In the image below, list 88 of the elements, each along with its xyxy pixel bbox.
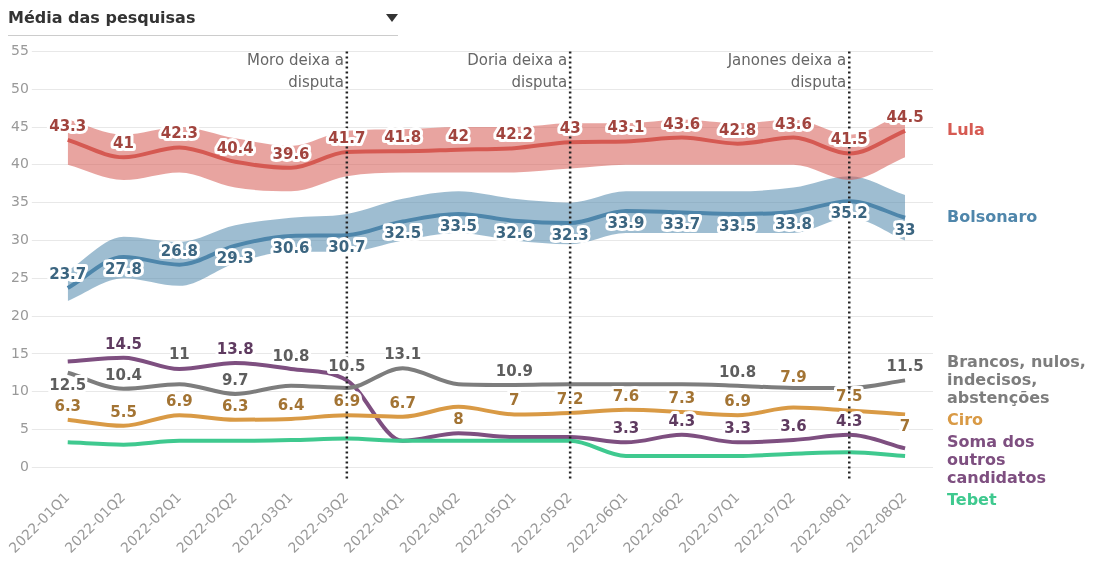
- data-label: 41: [113, 134, 134, 153]
- data-label: 6.9: [166, 392, 193, 411]
- text: Tebet: [947, 489, 997, 509]
- y-tick-label: 0: [19, 457, 29, 474]
- data-label: 12.5: [49, 375, 87, 394]
- data-label: 33.9: [607, 213, 645, 232]
- data-label: 13.1: [384, 345, 422, 364]
- data-label: 42: [448, 126, 469, 145]
- data-label: 43.1: [607, 118, 645, 137]
- chart-title: Média das pesquisas: [8, 8, 196, 27]
- data-label: 40.4: [216, 138, 254, 157]
- data-label: 23.7: [49, 264, 87, 283]
- data-label: 32.3: [551, 225, 589, 244]
- y-tick-label: 10: [10, 382, 29, 399]
- data-label: 42.8: [719, 120, 757, 139]
- data-label: 43: [559, 119, 581, 138]
- data-label: 7: [899, 417, 911, 436]
- text: Soma dos outros candidatos: [947, 431, 1047, 487]
- data-label: 6.3: [221, 396, 249, 415]
- data-label: 26.8: [160, 241, 198, 260]
- data-label: 27.8: [105, 259, 143, 278]
- data-label: 33: [894, 220, 916, 239]
- data-label: 6.9: [724, 392, 751, 411]
- data-label: 43.6: [774, 114, 812, 133]
- y-tick-label: 30: [10, 231, 29, 248]
- data-label: 42.2: [495, 125, 533, 144]
- data-label: 10.4: [105, 365, 143, 384]
- data-label: 7.3: [668, 389, 696, 408]
- y-tick-label: 45: [10, 117, 29, 134]
- data-label: 3.6: [780, 416, 807, 435]
- y-tick-label: 50: [10, 79, 29, 96]
- data-label: 10.8: [272, 346, 310, 365]
- data-label: 41.7: [328, 128, 366, 147]
- y-tick-label: 20: [10, 306, 29, 323]
- data-label: 4.3: [668, 411, 696, 430]
- data-label: 41.5: [830, 130, 868, 149]
- data-label: 13.8: [216, 339, 254, 358]
- text: Brancos, nulos, indecisos, abstenções: [947, 351, 1086, 407]
- data-label: 33.5: [439, 216, 477, 235]
- data-label: 6.4: [277, 395, 305, 414]
- data-label: 3.3: [612, 419, 640, 438]
- data-label: 6.3: [54, 396, 82, 415]
- data-label: 10.8: [719, 362, 757, 381]
- data-label: 30.7: [328, 238, 366, 257]
- data-label: 7.6: [612, 386, 640, 405]
- data-label: 7: [509, 391, 520, 410]
- y-tick-label: 40: [10, 155, 29, 172]
- ref-line-label: Janones deixa a disputa: [726, 51, 847, 92]
- data-label: 44.5: [886, 107, 924, 126]
- data-label: 29.3: [216, 248, 254, 267]
- data-label: 11.5: [886, 357, 924, 376]
- data-label: 32.6: [495, 223, 533, 242]
- data-label: 3.3: [724, 419, 751, 438]
- data-label: 30.6: [272, 238, 310, 257]
- data-label: 6.7: [389, 393, 416, 412]
- data-label: 14.5: [105, 334, 143, 353]
- data-label: 33.5: [719, 216, 757, 235]
- text: Bolsonaro: [947, 206, 1038, 226]
- data-label: 8: [453, 409, 464, 428]
- data-label: 39.6: [272, 144, 310, 163]
- data-label: 7.2: [556, 389, 584, 408]
- data-label: 42.3: [160, 124, 198, 143]
- data-label: 35.2: [830, 204, 868, 223]
- y-tick-label: 55: [10, 42, 29, 59]
- text: Ciro: [947, 409, 984, 429]
- y-tick-label: 15: [10, 344, 29, 361]
- line-series: [65, 436, 908, 458]
- data-label: 11: [168, 345, 190, 364]
- data-label: 7.9: [780, 368, 807, 387]
- data-label: 33.8: [774, 214, 812, 233]
- ref-line-label: Moro deixa a disputa: [246, 51, 344, 92]
- data-label: 10.5: [328, 356, 366, 375]
- data-label: 6.9: [333, 392, 361, 411]
- text: Lula: [947, 119, 985, 139]
- data-label: 5.5: [110, 402, 137, 421]
- data-label: 32.5: [384, 224, 422, 243]
- y-tick-label: 25: [10, 268, 29, 285]
- data-label: 7.5: [835, 387, 863, 406]
- y-tick-label: 35: [10, 193, 29, 210]
- data-label: 43.3: [49, 116, 87, 135]
- y-tick-label: 5: [19, 420, 29, 437]
- data-label: 33.7: [663, 215, 701, 234]
- data-label: 41.8: [384, 128, 422, 147]
- ref-line-label: Doria deixa a disputa: [467, 51, 568, 92]
- data-label: 10.9: [495, 361, 533, 380]
- data-label: 43.6: [663, 114, 701, 133]
- data-label: 9.7: [221, 370, 249, 389]
- data-label: 4.3: [835, 411, 863, 430]
